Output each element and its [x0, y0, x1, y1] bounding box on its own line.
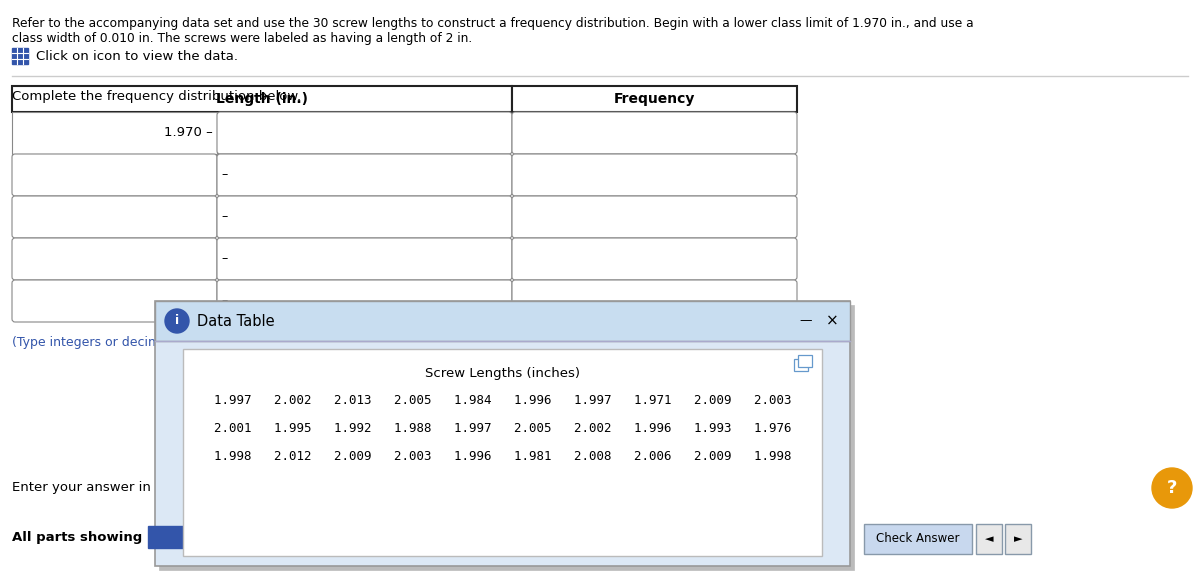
Text: All parts showing: All parts showing [12, 531, 143, 544]
Text: Data Table: Data Table [197, 314, 275, 328]
FancyBboxPatch shape [512, 112, 797, 154]
Text: –: – [221, 294, 227, 308]
Bar [976, 524, 1002, 554]
Text: ◄: ◄ [985, 534, 994, 544]
FancyBboxPatch shape [512, 154, 797, 196]
Text: Complete the frequency distribution below.: Complete the frequency distribution belo… [12, 90, 301, 103]
FancyBboxPatch shape [217, 154, 512, 196]
Bar [155, 301, 850, 566]
FancyBboxPatch shape [512, 280, 797, 322]
Bar [794, 359, 808, 371]
Circle shape [1152, 468, 1192, 508]
Text: Screw Lengths (inches): Screw Lengths (inches) [425, 367, 580, 380]
Bar [798, 355, 812, 367]
FancyBboxPatch shape [217, 280, 512, 322]
Text: –: – [221, 210, 227, 224]
Text: –: – [221, 169, 227, 182]
FancyBboxPatch shape [12, 238, 217, 280]
FancyBboxPatch shape [12, 196, 217, 238]
Text: i: i [175, 315, 179, 328]
Text: —: — [799, 315, 812, 328]
FancyBboxPatch shape [512, 238, 797, 280]
Text: –: – [221, 252, 227, 266]
Bar [12, 86, 512, 112]
Text: 1.998   2.012   2.009   2.003   1.996   1.981   2.008   2.006   2.009   1.998: 1.998 2.012 2.009 2.003 1.996 1.981 2.00… [214, 450, 791, 464]
Text: ×: × [826, 314, 839, 328]
FancyBboxPatch shape [12, 154, 217, 196]
Text: Frequency: Frequency [614, 92, 695, 106]
FancyBboxPatch shape [217, 238, 512, 280]
Bar [512, 86, 797, 112]
Bar [12, 112, 217, 154]
Text: 2.001   1.995   1.992   1.988   1.997   2.005   2.002   1.996   1.993   1.976: 2.001 1.995 1.992 1.988 1.997 2.005 2.00… [214, 422, 791, 436]
FancyBboxPatch shape [512, 196, 797, 238]
Text: class width of 0.010 in. The screws were labeled as having a length of 2 in.: class width of 0.010 in. The screws were… [12, 32, 473, 45]
Bar [158, 305, 854, 570]
Bar [864, 524, 972, 554]
Text: ?: ? [1166, 479, 1177, 497]
Text: Length (in.): Length (in.) [216, 92, 308, 106]
Text: Enter your answer in the: Enter your answer in the [12, 481, 178, 495]
FancyBboxPatch shape [12, 280, 217, 322]
Text: Click on icon to view the data.: Click on icon to view the data. [36, 50, 238, 62]
Bar [1006, 524, 1031, 554]
Text: ►: ► [1014, 534, 1022, 544]
Text: (Type integers or decimal: (Type integers or decimal [12, 336, 172, 349]
FancyBboxPatch shape [217, 112, 512, 154]
FancyBboxPatch shape [217, 196, 512, 238]
Bar [12, 48, 28, 64]
Bar [182, 349, 822, 556]
Text: Check Answer: Check Answer [876, 533, 960, 545]
Circle shape [166, 309, 190, 333]
Bar [148, 526, 184, 548]
Text: 1.997   2.002   2.013   2.005   1.984   1.996   1.997   1.971   2.009   2.003: 1.997 2.002 2.013 2.005 1.984 1.996 1.99… [214, 395, 791, 408]
Text: Refer to the accompanying data set and use the 30 screw lengths to construct a f: Refer to the accompanying data set and u… [12, 17, 973, 30]
Bar [155, 301, 850, 341]
Text: 1.970 –: 1.970 – [164, 127, 214, 140]
